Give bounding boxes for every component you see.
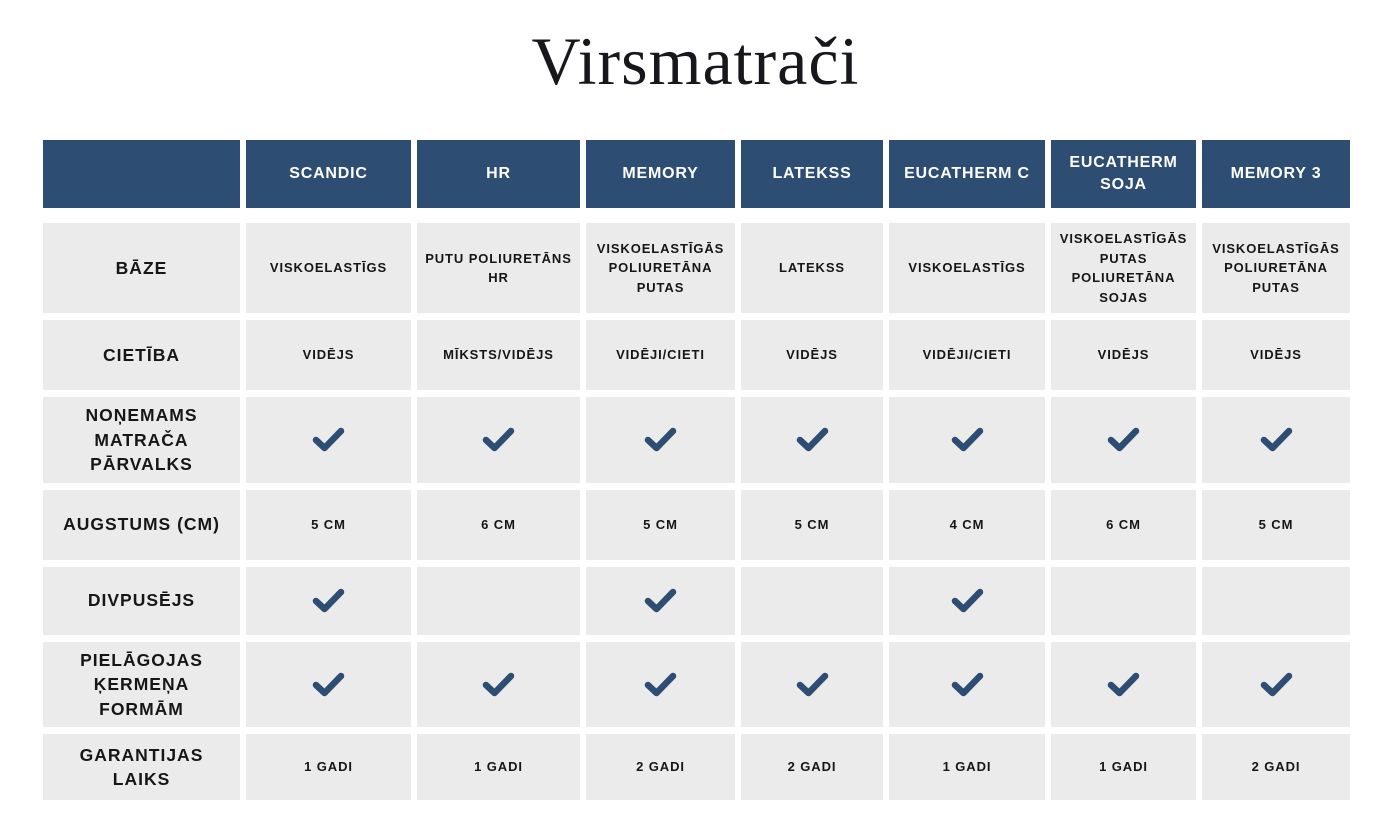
table-row: AUGSTUMS (CM) 5 CM 6 CM 5 CM 5 CM 4 CM 6 CM 5 C…: [43, 489, 1350, 560]
table-cell: 6 CM: [417, 489, 580, 560]
table-row: BĀZE VISKOELASTĪGS PUTU POLIURETĀNS HR VISK…: [43, 223, 1350, 313]
checkmark-icon: [796, 672, 828, 696]
table-cell: 1 GADI: [417, 734, 580, 800]
row-label: PIELĀGOJAS ĶERMEŅA FORMĀM: [43, 641, 240, 727]
table-cell: VIDĒJS: [741, 320, 883, 390]
checkmark-icon: [951, 588, 983, 613]
table-cell: LATEKSS: [741, 223, 883, 313]
table-cell: VISKOELASTĪGS: [889, 223, 1045, 313]
table-cell: [1051, 566, 1196, 635]
table-cell: 2 GADI: [1202, 734, 1350, 800]
checkmark-icon: [312, 672, 345, 696]
table-cell: 1 GADI: [889, 734, 1045, 800]
table-header-row: SCANDIC HR MEMORY LATEKSS EUCATHERM C EUCATHE…: [43, 140, 1350, 208]
table-cell: VISKOELASTĪGĀS POLIURETĀNA PUTAS: [1202, 223, 1350, 313]
table-cell: 5 CM: [246, 489, 411, 560]
table-cell: [1202, 397, 1350, 483]
table-cell: [741, 641, 883, 727]
table-cell: [1202, 566, 1350, 635]
checkmark-icon: [951, 428, 983, 452]
table-cell: 2 GADI: [741, 734, 883, 800]
checkmark-icon: [644, 428, 677, 452]
row-label: DIVPUSĒJS: [43, 566, 240, 635]
table-cell: VIDĒJS: [246, 320, 411, 390]
checkmark-icon: [312, 428, 345, 452]
table-cell: VISKOELASTĪGS: [246, 223, 411, 313]
table-cell: 1 GADI: [246, 734, 411, 800]
table-cell: MĪKSTS/VIDĒJS: [417, 320, 580, 390]
table-cell: [889, 397, 1045, 483]
table-corner-cell: [43, 140, 240, 208]
table-row: GARANTIJAS LAIKS 1 GADI 1 GADI 2 GADI 2 GADI…: [43, 734, 1350, 800]
table-row: PIELĀGOJAS ĶERMEŅA FORMĀM: [43, 641, 1350, 727]
column-header: HR: [417, 140, 580, 208]
table-cell: [586, 641, 735, 727]
column-header: MEMORY: [586, 140, 735, 208]
table-cell: VIDĒJI/CIETI: [889, 320, 1045, 390]
table-cell: VIDĒJS: [1051, 320, 1196, 390]
table-row: DIVPUSĒJS: [43, 566, 1350, 635]
checkmark-icon: [644, 588, 677, 613]
table-cell: [1051, 641, 1196, 727]
checkmark-icon: [1260, 672, 1292, 696]
table-body: BĀZE VISKOELASTĪGS PUTU POLIURETĀNS HR VISK…: [43, 223, 1350, 800]
checkmark-icon: [1260, 428, 1292, 452]
table-row: CIETĪBA VIDĒJS MĪKSTS/VIDĒJS VIDĒJI/CIETI VI…: [43, 320, 1350, 390]
column-header: MEMORY 3: [1202, 140, 1350, 208]
table-cell: 4 CM: [889, 489, 1045, 560]
table-cell: [246, 397, 411, 483]
table-cell: [417, 641, 580, 727]
row-label: BĀZE: [43, 223, 240, 313]
row-label: CIETĪBA: [43, 320, 240, 390]
table-cell: 5 CM: [741, 489, 883, 560]
table-cell: [889, 566, 1045, 635]
table-cell: 1 GADI: [1051, 734, 1196, 800]
table-cell: PUTU POLIURETĀNS HR: [417, 223, 580, 313]
column-header: EUCATHERM C: [889, 140, 1045, 208]
row-label: NOŅEMAMS MATRAČA PĀRVALKS: [43, 397, 240, 483]
checkmark-icon: [1107, 428, 1140, 452]
table-cell: [246, 566, 411, 635]
table-cell: VIDĒJS: [1202, 320, 1350, 390]
table-row: NOŅEMAMS MATRAČA PĀRVALKS: [43, 397, 1350, 483]
checkmark-icon: [796, 428, 828, 452]
table-cell: VISKOELASTĪGĀS PUTAS POLIURETĀNA SOJAS: [1051, 223, 1196, 313]
table-cell: [586, 566, 735, 635]
row-label: AUGSTUMS (CM): [43, 489, 240, 560]
table-cell: [246, 641, 411, 727]
table-cell: VIDĒJI/CIETI: [586, 320, 735, 390]
page-title: Virsmatrači: [531, 23, 860, 99]
column-header: LATEKSS: [741, 140, 883, 208]
table-cell: 5 CM: [1202, 489, 1350, 560]
table-cell: [417, 566, 580, 635]
checkmark-icon: [482, 672, 515, 696]
checkmark-icon: [1107, 672, 1140, 696]
table-cell: 6 CM: [1051, 489, 1196, 560]
column-header: SCANDIC: [246, 140, 411, 208]
row-label: GARANTIJAS LAIKS: [43, 734, 240, 800]
checkmark-icon: [951, 672, 983, 696]
column-header: EUCATHERM SOJA: [1051, 140, 1196, 208]
table-cell: [1051, 397, 1196, 483]
table-cell: [741, 397, 883, 483]
comparison-table: SCANDIC HR MEMORY LATEKSS EUCATHERM C EUCATHE…: [43, 140, 1350, 800]
table-cell: 5 CM: [586, 489, 735, 560]
checkmark-icon: [482, 428, 515, 452]
checkmark-icon: [644, 672, 677, 696]
table-cell: VISKOELASTĪGĀS POLIURETĀNA PUTAS: [586, 223, 735, 313]
table-cell: [741, 566, 883, 635]
table-cell: [586, 397, 735, 483]
checkmark-icon: [312, 588, 345, 613]
table-cell: 2 GADI: [586, 734, 735, 800]
table-cell: [417, 397, 580, 483]
table-cell: [889, 641, 1045, 727]
table-cell: [1202, 641, 1350, 727]
